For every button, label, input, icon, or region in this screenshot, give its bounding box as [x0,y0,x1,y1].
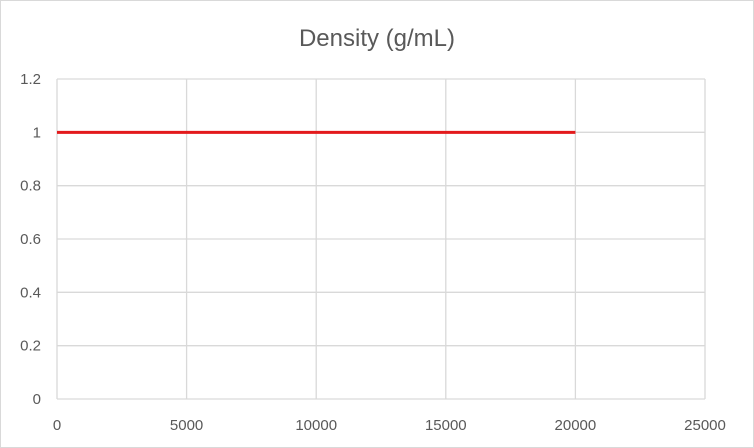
y-tick-label: 0.6 [20,231,41,248]
x-tick-label: 25000 [684,417,726,434]
y-tick-label: 1.2 [20,71,41,88]
x-tick-label: 5000 [170,417,203,434]
y-axis-ticks: 0 0.2 0.4 0.6 0.8 1 1.2 [20,71,41,408]
y-tick-label: 0.8 [20,178,41,195]
x-axis-ticks: 0 5000 10000 15000 20000 25000 [53,417,726,434]
y-tick-label: 1 [33,124,41,141]
y-tick-label: 0.2 [20,338,41,355]
grid [56,78,706,400]
chart-title: Density (g/mL) [299,25,455,52]
y-tick-label: 0 [33,391,41,408]
x-tick-label: 20000 [555,417,597,434]
x-tick-label: 15000 [425,417,467,434]
x-tick-label: 10000 [295,417,337,434]
x-tick-label: 0 [53,417,61,434]
y-tick-label: 0.4 [20,284,41,301]
